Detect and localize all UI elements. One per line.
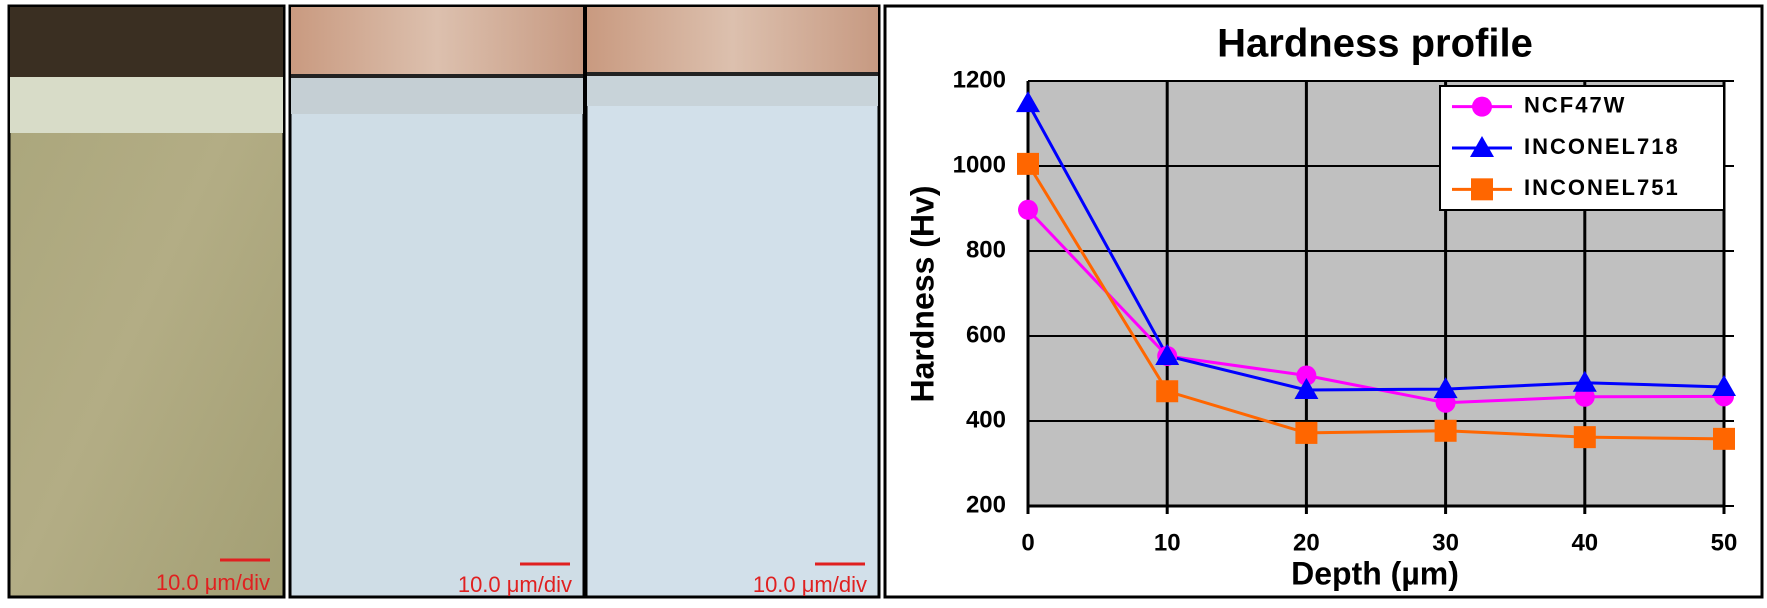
y-tick-label: 800 (966, 236, 1006, 263)
x-tick-label: 20 (1293, 529, 1320, 556)
micrograph-1: 10.0 μm/div (9, 6, 284, 597)
marker (1156, 380, 1178, 402)
chart-title: Hardness profile (1217, 22, 1533, 66)
y-tick-label: 200 (966, 491, 1006, 518)
x-tick-label: 10 (1154, 529, 1181, 556)
marker (1713, 428, 1735, 450)
x-tick-label: 30 (1432, 529, 1459, 556)
x-tick-label: 40 (1571, 529, 1598, 556)
marker (1295, 422, 1317, 444)
y-tick-label: 600 (966, 321, 1006, 348)
x-axis-label: Depth (µm) (1291, 555, 1459, 591)
y-tick-label: 400 (966, 406, 1006, 433)
legend-label: INCONEL751 (1524, 175, 1680, 200)
scale-label: 10.0 μm/div (458, 572, 572, 597)
marker (1574, 426, 1596, 448)
x-tick-label: 50 (1711, 529, 1738, 556)
scale-label: 10.0 μm/div (753, 572, 867, 597)
y-axis-label: Hardness (Hv) (904, 186, 940, 403)
legend-label: INCONEL718 (1524, 134, 1680, 159)
legend-marker (1472, 97, 1492, 117)
legend-label: NCF47W (1524, 92, 1626, 117)
micrograph-2: 10.0 μm/div (290, 6, 584, 597)
figure: 10.0 μm/div 10.0 μm/div 10.0 μm/div Hard… (0, 0, 1767, 603)
page: 10.0 μm/div 10.0 μm/div 10.0 μm/div Hard… (0, 0, 1767, 608)
y-tick-label: 1200 (953, 66, 1006, 93)
x-tick-label: 0 (1021, 529, 1034, 556)
marker (1018, 200, 1038, 220)
scale-label: 10.0 μm/div (156, 570, 270, 595)
micrograph-3: 10.0 μm/div (586, 6, 879, 597)
marker (1017, 153, 1039, 175)
y-tick-label: 1000 (953, 151, 1006, 178)
marker (1435, 420, 1457, 442)
legend-marker (1471, 178, 1493, 200)
